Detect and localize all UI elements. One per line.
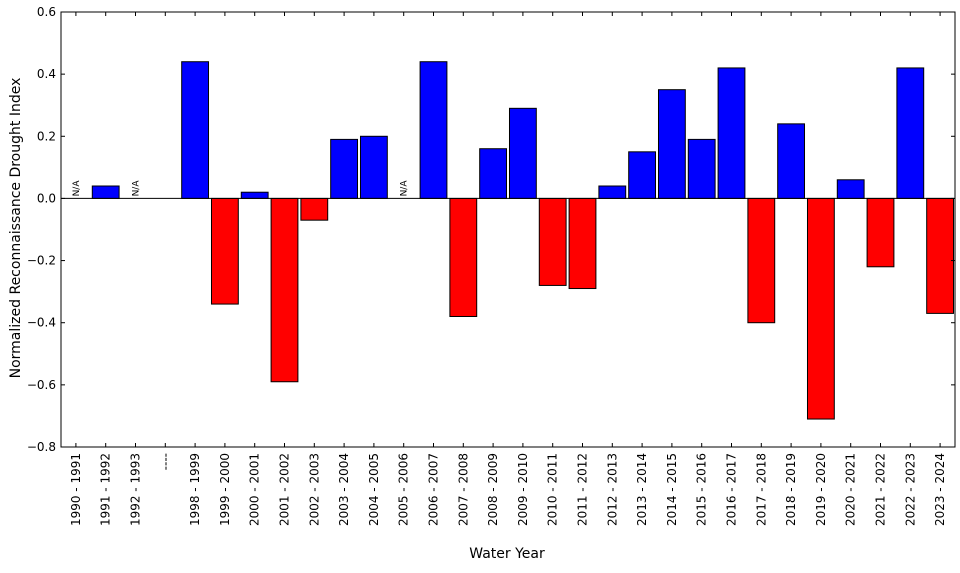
bar-26 — [836, 179, 865, 199]
x-tick-label: 1992 - 1993 — [129, 453, 143, 526]
bar-21 — [687, 138, 716, 199]
x-tick-label: ---- — [158, 453, 172, 470]
x-tick-label: 2000 - 2001 — [248, 453, 262, 526]
bar-18 — [598, 185, 627, 199]
bar-20 — [657, 89, 686, 199]
x-tick-label: 2004 - 2005 — [367, 453, 381, 526]
x-tick-label: 2010 - 2011 — [546, 453, 560, 526]
bar-17 — [568, 197, 597, 290]
y-tick-label: −0.4 — [27, 316, 56, 330]
x-tick-label: 2005 - 2006 — [397, 453, 411, 526]
x-tick-label: 1998 - 1999 — [188, 453, 202, 526]
bar-19 — [628, 151, 657, 199]
x-tick-label: 2009 - 2010 — [516, 453, 530, 526]
na-label: N/A — [400, 180, 410, 197]
bar-8 — [300, 197, 329, 221]
x-tick-label: 2023 - 2024 — [933, 453, 947, 526]
na-label: N/A — [132, 180, 142, 197]
bar-7 — [270, 197, 299, 383]
x-tick-label: 2018 - 2019 — [784, 453, 798, 526]
y-tick-label: −0.6 — [27, 378, 56, 392]
bar-13 — [449, 197, 478, 317]
x-tick-label: 2022 - 2023 — [903, 453, 917, 526]
y-tick-label: −0.2 — [27, 254, 56, 268]
na-label: N/A — [72, 180, 82, 197]
bar-1 — [91, 185, 120, 199]
bar-29 — [926, 197, 955, 314]
x-tick-label: 1990 - 1991 — [69, 453, 83, 526]
bar-28 — [896, 67, 925, 199]
x-tick-label: 2015 - 2016 — [695, 453, 709, 526]
x-tick-label: 2012 - 2013 — [605, 453, 619, 526]
x-tick-label: 2016 - 2017 — [725, 453, 739, 526]
bar-15 — [508, 107, 537, 199]
bars-layer — [91, 61, 955, 420]
bar-12 — [419, 61, 448, 199]
bar-24 — [777, 123, 806, 199]
x-tick-label: 2013 - 2014 — [635, 453, 649, 526]
bar-4 — [181, 61, 210, 199]
x-tick-label: 2021 - 2022 — [874, 453, 888, 526]
bar-9 — [330, 138, 359, 199]
x-tick-label: 2019 - 2020 — [814, 453, 828, 526]
plot-frame — [60, 11, 956, 448]
bar-14 — [479, 148, 508, 199]
bar-25 — [806, 197, 835, 420]
na-labels-layer: N/A N/A N/A — [72, 180, 410, 197]
x-tick-label: 2020 - 2021 — [844, 453, 858, 526]
x-tick-label: 2001 - 2002 — [278, 453, 292, 526]
bar-27 — [866, 197, 895, 268]
bar-23 — [747, 197, 776, 324]
y-tick-label: 0.2 — [37, 129, 56, 143]
bar-10 — [359, 135, 388, 199]
y-axis-title: Normalized Reconnaissance Drought Index — [8, 78, 24, 379]
y-tick-label: −0.8 — [27, 440, 56, 454]
bar-5 — [210, 197, 239, 305]
x-tick-label: 2014 - 2015 — [665, 453, 679, 526]
x-tick-label: 2003 - 2004 — [337, 453, 351, 526]
bar-22 — [717, 67, 746, 199]
x-tick-label: 2011 - 2012 — [576, 453, 590, 526]
x-axis: 1990 - 1991 1991 - 1992 1992 - 1993 ---- 199… — [69, 12, 947, 526]
x-tick-label: 2006 - 2007 — [427, 453, 441, 526]
x-axis-title: Water Year — [469, 546, 545, 562]
x-tick-label: 2007 - 2008 — [456, 453, 470, 526]
bar-6 — [240, 191, 269, 199]
y-axis: 0.6 0.4 0.2 0.0 −0.2 −0.4 −0.6 −0.8 — [27, 5, 955, 454]
x-tick-label: 2002 - 2003 — [307, 453, 321, 526]
x-tick-label: 2008 - 2009 — [486, 453, 500, 526]
y-tick-label: 0.4 — [37, 67, 56, 81]
x-tick-label: 1991 - 1992 — [99, 453, 113, 526]
bar-16 — [538, 197, 567, 286]
x-tick-label: 1999 - 2000 — [218, 453, 232, 526]
x-tick-label: 2017 - 2018 — [754, 453, 768, 526]
y-tick-label: 0.0 — [37, 191, 56, 205]
y-tick-label: 0.6 — [37, 5, 56, 19]
